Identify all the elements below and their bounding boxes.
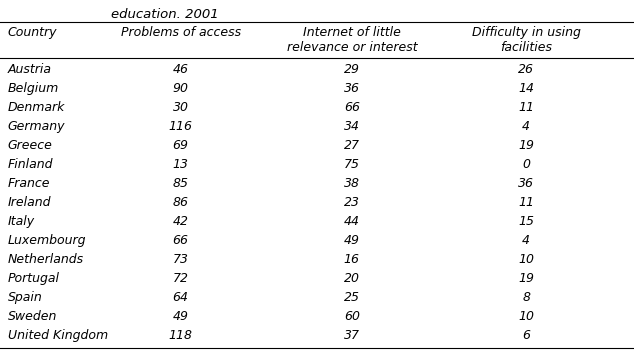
Text: 20: 20	[344, 272, 360, 285]
Text: Germany: Germany	[8, 120, 65, 133]
Text: France: France	[8, 177, 50, 190]
Text: Luxembourg: Luxembourg	[8, 234, 86, 247]
Text: 44: 44	[344, 215, 360, 228]
Text: 73: 73	[172, 253, 189, 266]
Text: 66: 66	[344, 101, 360, 114]
Text: 46: 46	[172, 63, 189, 76]
Text: 11: 11	[518, 196, 534, 209]
Text: 30: 30	[172, 101, 189, 114]
Text: 4: 4	[522, 234, 530, 247]
Text: 34: 34	[344, 120, 360, 133]
Text: 15: 15	[518, 215, 534, 228]
Text: 10: 10	[518, 310, 534, 323]
Text: Netherlands: Netherlands	[8, 253, 84, 266]
Text: 69: 69	[172, 139, 189, 152]
Text: Greece: Greece	[8, 139, 53, 152]
Text: Ireland: Ireland	[8, 196, 51, 209]
Text: Internet of little
relevance or interest: Internet of little relevance or interest	[287, 26, 417, 54]
Text: Denmark: Denmark	[8, 101, 65, 114]
Text: 11: 11	[518, 101, 534, 114]
Text: 26: 26	[518, 63, 534, 76]
Text: 36: 36	[518, 177, 534, 190]
Text: Italy: Italy	[8, 215, 35, 228]
Text: 8: 8	[522, 291, 530, 304]
Text: 6: 6	[522, 329, 530, 342]
Text: Difficulty in using
facilities: Difficulty in using facilities	[472, 26, 581, 54]
Text: 85: 85	[172, 177, 189, 190]
Text: 37: 37	[344, 329, 360, 342]
Text: 19: 19	[518, 272, 534, 285]
Text: education. 2001: education. 2001	[111, 8, 219, 21]
Text: 72: 72	[172, 272, 189, 285]
Text: 42: 42	[172, 215, 189, 228]
Text: 66: 66	[172, 234, 189, 247]
Text: Finland: Finland	[8, 158, 53, 171]
Text: Belgium: Belgium	[8, 82, 59, 95]
Text: Spain: Spain	[8, 291, 42, 304]
Text: Problems of access: Problems of access	[120, 26, 241, 39]
Text: 14: 14	[518, 82, 534, 95]
Text: 90: 90	[172, 82, 189, 95]
Text: 60: 60	[344, 310, 360, 323]
Text: 25: 25	[344, 291, 360, 304]
Text: 49: 49	[172, 310, 189, 323]
Text: 10: 10	[518, 253, 534, 266]
Text: 27: 27	[344, 139, 360, 152]
Text: 49: 49	[344, 234, 360, 247]
Text: Sweden: Sweden	[8, 310, 57, 323]
Text: 4: 4	[522, 120, 530, 133]
Text: 86: 86	[172, 196, 189, 209]
Text: 19: 19	[518, 139, 534, 152]
Text: Portugal: Portugal	[8, 272, 60, 285]
Text: United Kingdom: United Kingdom	[8, 329, 108, 342]
Text: 116: 116	[169, 120, 193, 133]
Text: 29: 29	[344, 63, 360, 76]
Text: Austria: Austria	[8, 63, 51, 76]
Text: 118: 118	[169, 329, 193, 342]
Text: 16: 16	[344, 253, 360, 266]
Text: 38: 38	[344, 177, 360, 190]
Text: 0: 0	[522, 158, 530, 171]
Text: 36: 36	[344, 82, 360, 95]
Text: 13: 13	[172, 158, 189, 171]
Text: 75: 75	[344, 158, 360, 171]
Text: 23: 23	[344, 196, 360, 209]
Text: 64: 64	[172, 291, 189, 304]
Text: Country: Country	[8, 26, 57, 39]
